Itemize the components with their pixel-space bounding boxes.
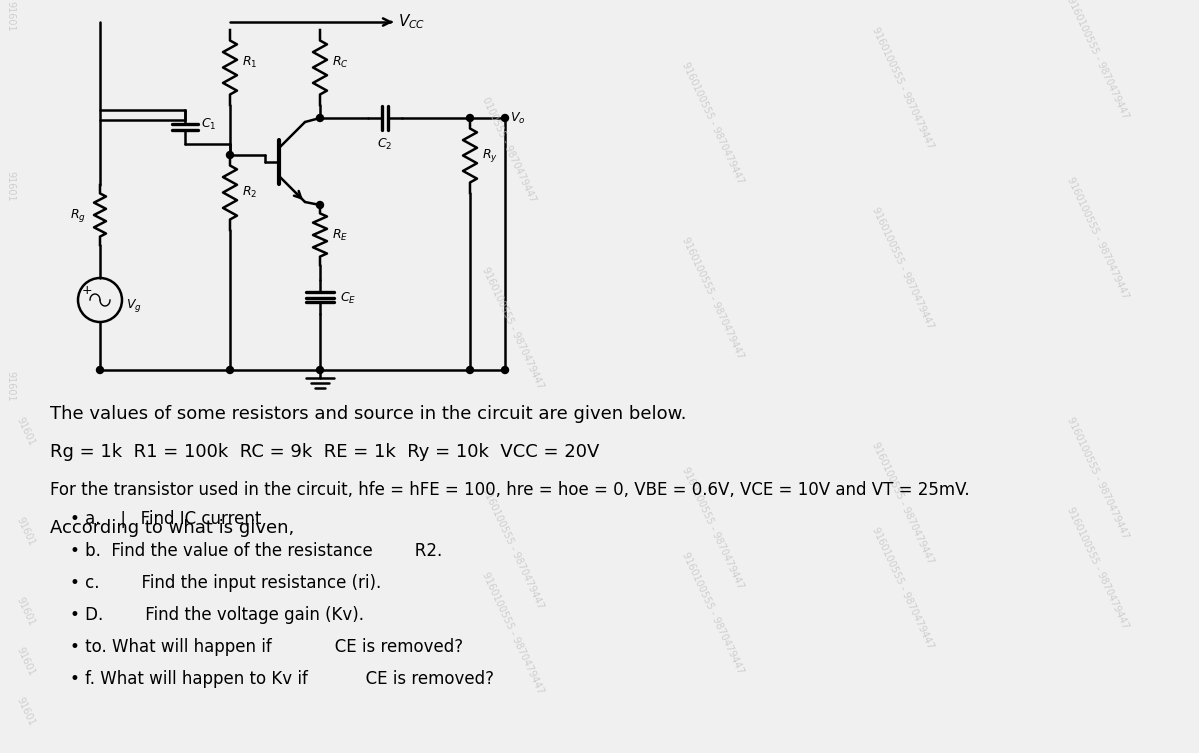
Text: 91601: 91601: [5, 371, 16, 402]
Text: The values of some resistors and source in the circuit are given below.: The values of some resistors and source …: [50, 405, 687, 423]
Circle shape: [227, 151, 234, 158]
Text: • b.  Find the value of the resistance        R2.: • b. Find the value of the resistance R2…: [70, 542, 442, 560]
Text: 9160100555 - 9870479447: 9160100555 - 9870479447: [480, 571, 546, 696]
Text: • D.        Find the voltage gain (Kv).: • D. Find the voltage gain (Kv).: [70, 606, 364, 624]
Text: $R_C$: $R_C$: [332, 54, 349, 69]
Text: 9160100555 - 9870479447: 9160100555 - 9870479447: [870, 441, 935, 566]
Circle shape: [466, 114, 474, 121]
Text: 91601: 91601: [5, 172, 16, 202]
Text: 91601: 91601: [16, 696, 37, 727]
Text: 9160100555 - 9870479447: 9160100555 - 9870479447: [480, 266, 546, 391]
Text: $R_1$: $R_1$: [242, 54, 258, 69]
Circle shape: [96, 367, 103, 373]
Text: For the transistor used in the circuit, hfe = hFE = 100, hre = hoe = 0, VBE = 0.: For the transistor used in the circuit, …: [50, 481, 970, 499]
Text: $C_1$: $C_1$: [201, 117, 217, 132]
Text: $R_E$: $R_E$: [332, 227, 348, 242]
Text: 91601: 91601: [16, 646, 37, 678]
Text: 9160100555 - 9870479447: 9160100555 - 9870479447: [1065, 0, 1131, 120]
Text: Rg = 1k  R1 = 100k  RC = 9k  RE = 1k  Ry = 10k  VCC = 20V: Rg = 1k R1 = 100k RC = 9k RE = 1k Ry = 1…: [50, 443, 600, 461]
Circle shape: [466, 367, 474, 373]
Circle shape: [317, 202, 324, 209]
Text: 9160100555 - 9870479447: 9160100555 - 9870479447: [680, 236, 746, 361]
Text: 9160100555 - 9870479447: 9160100555 - 9870479447: [680, 466, 746, 590]
Text: 0100555 - 9870479447: 0100555 - 9870479447: [480, 96, 537, 204]
Text: $R_y$: $R_y$: [482, 147, 498, 163]
Circle shape: [227, 367, 234, 373]
Text: 91601: 91601: [16, 416, 37, 448]
Text: 9160100555 - 9870479447: 9160100555 - 9870479447: [870, 526, 935, 651]
Text: 9160100555 - 9870479447: 9160100555 - 9870479447: [870, 26, 935, 151]
Text: $V_{CC}$: $V_{CC}$: [398, 13, 426, 32]
Text: 9160100555 - 9870479447: 9160100555 - 9870479447: [680, 61, 746, 185]
Text: 9160100555 - 9870479447: 9160100555 - 9870479447: [480, 486, 546, 611]
Text: +: +: [82, 283, 92, 297]
Circle shape: [317, 367, 324, 373]
Text: • f. What will happen to Kv if           CE is removed?: • f. What will happen to Kv if CE is rem…: [70, 670, 494, 688]
Text: According to what is given,: According to what is given,: [50, 519, 294, 537]
Circle shape: [501, 367, 508, 373]
Text: • c.        Find the input resistance (ri).: • c. Find the input resistance (ri).: [70, 574, 381, 592]
Text: 9160100555 - 9870479447: 9160100555 - 9870479447: [1065, 175, 1131, 300]
Text: • to. What will happen if            CE is removed?: • to. What will happen if CE is removed?: [70, 638, 463, 656]
Circle shape: [501, 114, 508, 121]
Text: 9160100555 - 9870479447: 9160100555 - 9870479447: [1065, 416, 1131, 541]
Text: • a.   ❘  Find IC current: • a. ❘ Find IC current: [70, 510, 261, 528]
Text: $R_g$: $R_g$: [70, 206, 86, 224]
Circle shape: [317, 114, 324, 121]
Text: 9160100555 - 9870479447: 9160100555 - 9870479447: [870, 206, 935, 331]
Text: $R_2$: $R_2$: [242, 184, 258, 200]
Text: 91601: 91601: [5, 2, 16, 32]
Text: $C_E$: $C_E$: [341, 291, 356, 306]
Text: 91601: 91601: [16, 516, 37, 547]
Text: $V_g$: $V_g$: [126, 297, 141, 313]
Text: 9160100555 - 9870479447: 9160100555 - 9870479447: [680, 550, 746, 675]
Text: $V_o$: $V_o$: [510, 111, 525, 126]
Text: 91601: 91601: [16, 596, 37, 628]
Text: $C_2$: $C_2$: [378, 137, 392, 152]
Text: 9160100555 - 9870479447: 9160100555 - 9870479447: [1065, 506, 1131, 630]
